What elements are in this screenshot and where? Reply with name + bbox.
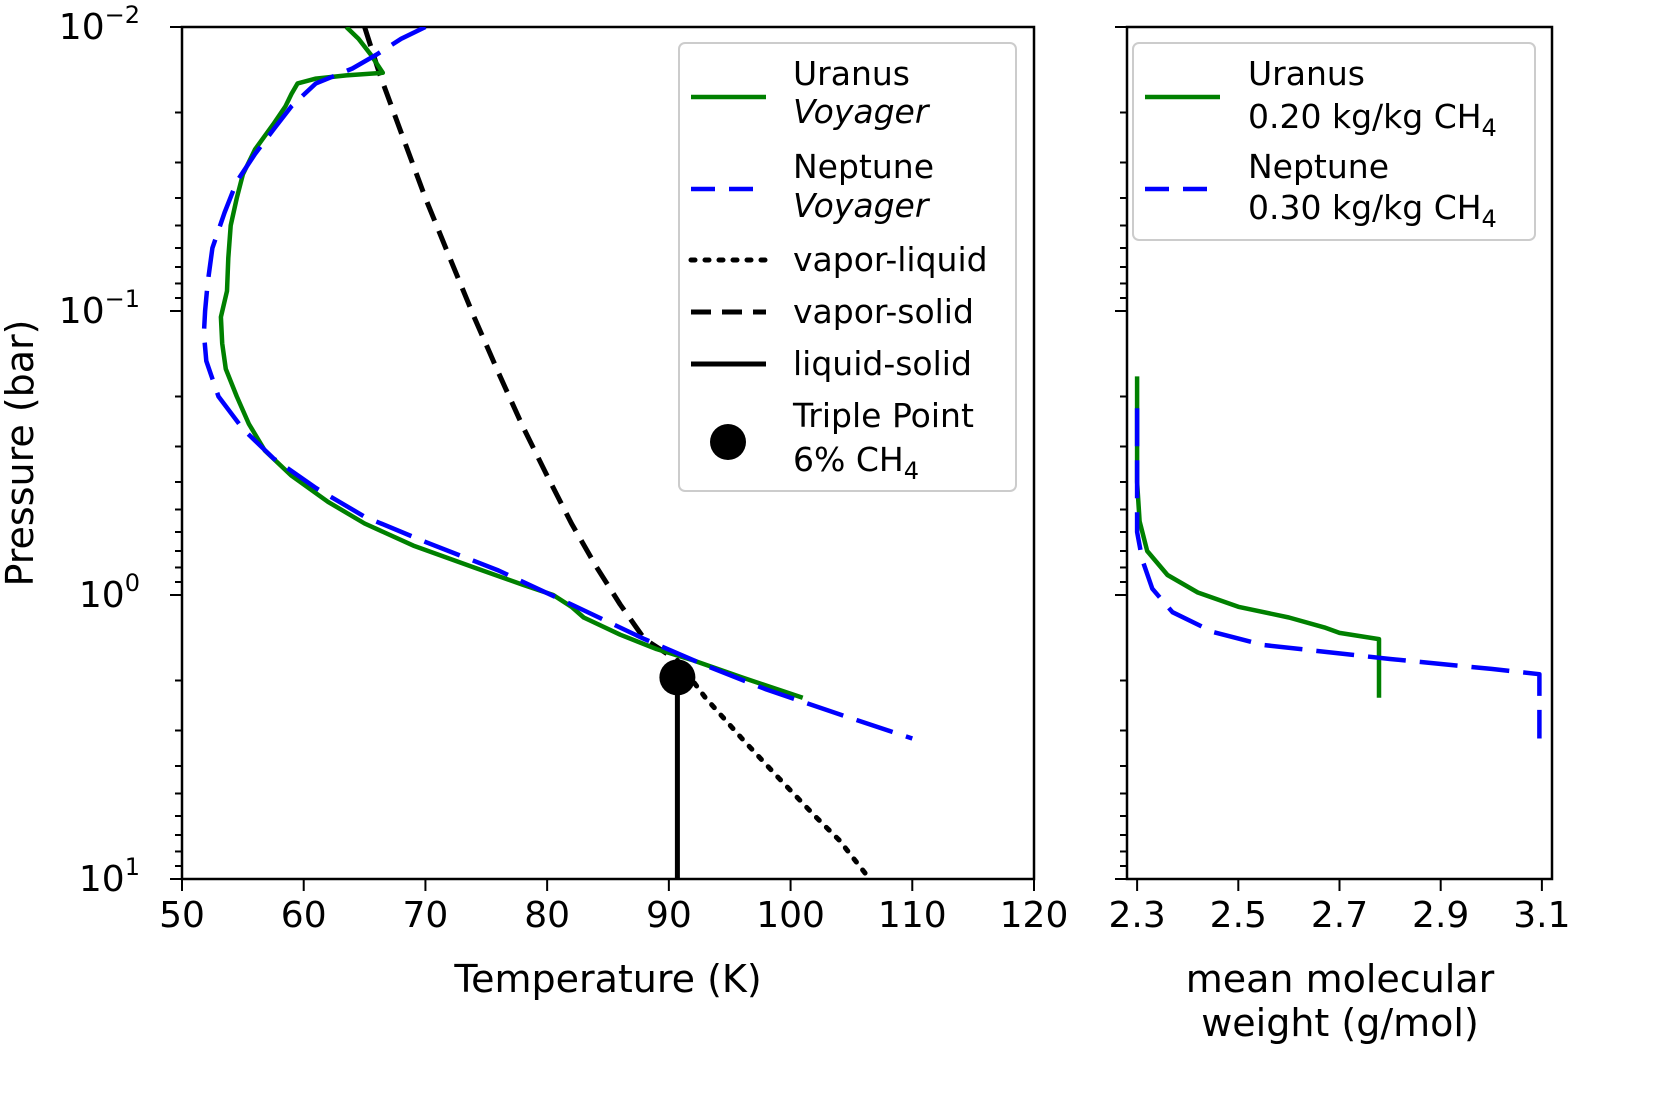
x-tick-label: 100 bbox=[756, 895, 825, 936]
y-tick-base: 10 bbox=[79, 575, 125, 616]
legend-sublabel: Voyager bbox=[793, 92, 931, 131]
x-tick-label: 80 bbox=[524, 895, 570, 936]
y-tick-label: 10−1 bbox=[59, 285, 140, 332]
right-legend-box bbox=[1132, 42, 1536, 241]
left-legend-box bbox=[678, 42, 1017, 492]
legend-sublabel: 0.30 kg/kg CH4 bbox=[1248, 188, 1497, 233]
y-tick-exponent: 0 bbox=[125, 569, 140, 597]
left-legend: UranusVoyagerNeptuneVoyagervapor-liquidv… bbox=[678, 42, 1017, 492]
left-series bbox=[201, 27, 914, 879]
mmw-series-line-uranus bbox=[1134, 376, 1382, 698]
x-tick-label: 90 bbox=[646, 895, 692, 936]
legend-label: Uranus bbox=[1248, 54, 1365, 93]
legend-label: Neptune bbox=[1248, 147, 1389, 186]
legend-label: Neptune bbox=[793, 147, 934, 186]
legend-subscript: 4 bbox=[1482, 205, 1497, 233]
series-line-vapor-solid bbox=[362, 27, 679, 663]
x-tick-label: 70 bbox=[403, 895, 449, 936]
legend-subscript: 4 bbox=[904, 457, 919, 485]
y-axis-label-pressure: Pressure (bar) bbox=[0, 319, 42, 586]
x-tick-label: 60 bbox=[281, 895, 327, 936]
x-tick-label: 50 bbox=[159, 895, 205, 936]
y-tick-label: 101 bbox=[79, 853, 140, 900]
legend-label: vapor-solid bbox=[793, 292, 974, 331]
y-tick-exponent: 1 bbox=[125, 853, 140, 881]
triple-point-marker bbox=[659, 659, 696, 696]
x-axis-label-mmw-line1: mean molecular bbox=[1186, 957, 1495, 1001]
series-line-uranus bbox=[218, 27, 804, 700]
molecular-weight-panel: 2.3 2.5 2.7 2.9 3.1 mean molecular weight (g… bbox=[1108, 25, 1571, 1045]
right-ticks: 2.3 2.5 2.7 2.9 3.1 bbox=[1108, 26, 1571, 936]
right-series bbox=[1134, 376, 1542, 739]
legend-label: Triple Point bbox=[792, 396, 974, 435]
y-tick-label: 100 bbox=[79, 569, 140, 616]
y-tick-label: 10−2 bbox=[59, 1, 140, 48]
legend-sublabel-text: 0.30 kg/kg CH bbox=[1248, 188, 1482, 227]
x-tick-label: 3.1 bbox=[1513, 895, 1570, 936]
legend-label: liquid-solid bbox=[793, 344, 972, 383]
mmw-series-line-neptune bbox=[1134, 408, 1542, 739]
y-tick-exponent: −1 bbox=[105, 285, 140, 313]
x-tick-label: 120 bbox=[1000, 895, 1069, 936]
y-tick-exponent: −2 bbox=[105, 1, 140, 29]
y-tick-base: 10 bbox=[59, 7, 105, 48]
x-tick-label: 2.9 bbox=[1412, 895, 1469, 936]
series-line-vapor-liquid bbox=[674, 657, 873, 879]
series-line-neptune bbox=[201, 27, 914, 741]
y-tick-base: 10 bbox=[59, 291, 105, 332]
x-tick-label: 2.5 bbox=[1210, 895, 1267, 936]
legend-subscript: 4 bbox=[1482, 114, 1497, 142]
legend-marker bbox=[710, 424, 746, 460]
legend-sublabel-text: 0.20 kg/kg CH bbox=[1248, 97, 1482, 136]
legend-sublabel: 6% CH4 bbox=[793, 440, 919, 485]
legend-sublabel: 0.20 kg/kg CH4 bbox=[1248, 97, 1497, 142]
legend-sublabel: Voyager bbox=[793, 186, 931, 225]
legend-sublabel-text: 6% CH bbox=[793, 440, 904, 479]
y-tick-base: 10 bbox=[79, 859, 125, 900]
x-axis-label-temperature: Temperature (K) bbox=[453, 957, 761, 1001]
left-plot-frame bbox=[180, 25, 1036, 881]
x-tick-label: 2.7 bbox=[1311, 895, 1368, 936]
legend-label: Uranus bbox=[793, 54, 910, 93]
x-tick-label: 2.3 bbox=[1108, 895, 1165, 936]
x-tick-label: 110 bbox=[878, 895, 947, 936]
x-axis-label-mmw-line2: weight (g/mol) bbox=[1201, 1001, 1479, 1045]
legend-label: vapor-liquid bbox=[793, 240, 988, 279]
